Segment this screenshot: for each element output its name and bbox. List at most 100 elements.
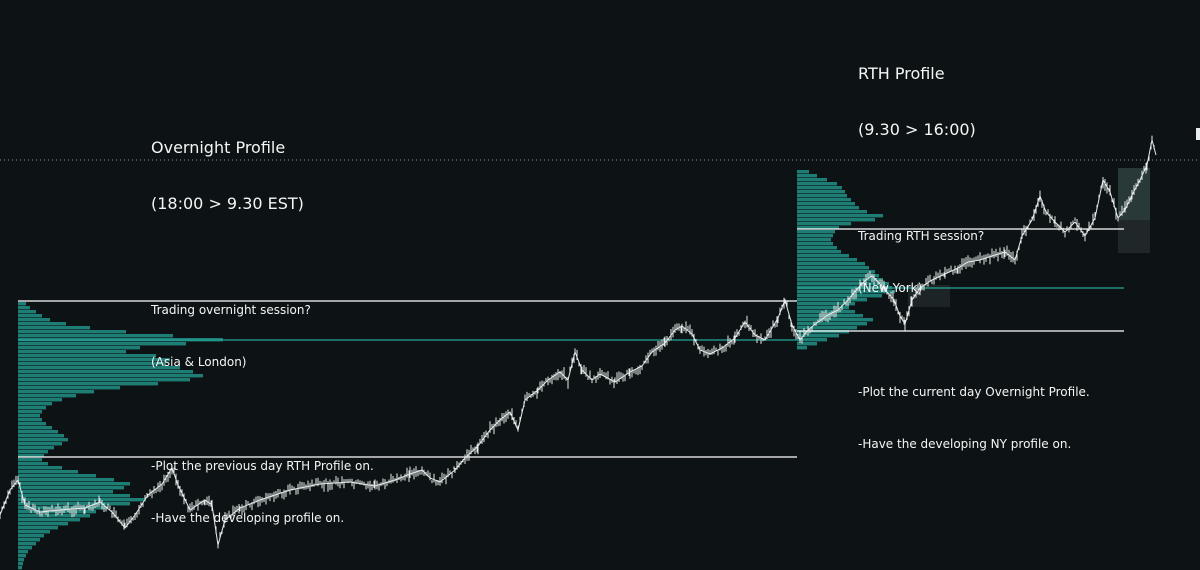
rth-profile-bar: [797, 174, 817, 178]
overnight-profile-bar: [18, 454, 44, 458]
overnight-profile-bar: [18, 542, 36, 546]
overnight-profile-bar: [18, 478, 114, 482]
overnight-profile-bar: [18, 358, 170, 362]
overnight-profile-bar: [18, 566, 22, 570]
rth-profile-bar: [797, 170, 809, 174]
rth-profile-bar: [797, 294, 882, 298]
overnight-profile-bar: [18, 506, 108, 510]
overnight-profile-bar: [18, 422, 46, 426]
rth-profile-bar: [797, 258, 857, 262]
overnight-profile-bar: [18, 558, 24, 562]
overnight-profile-bar: [18, 450, 48, 454]
rth-profile-bar: [797, 234, 833, 238]
rth-profile-bar: [797, 278, 883, 282]
rth-profile-bar: [797, 246, 837, 250]
overnight-question: Trading overnight session?: [151, 303, 311, 317]
overnight-profile-bar: [18, 482, 130, 486]
overnight-step-1: -Plot the previous day RTH Profile on.: [151, 459, 374, 473]
overnight-profile-bar: [18, 334, 173, 338]
overnight-profile-bar: [18, 310, 36, 314]
rth-profile-bar: [797, 226, 839, 230]
overnight-profile-bar: [18, 510, 96, 514]
rth-region: (New York): [858, 281, 923, 295]
overnight-profile-bar: [18, 378, 190, 382]
overnight-profile-bar: [18, 410, 42, 414]
rth-profile-bar: [797, 290, 895, 294]
overnight-profile-bar: [18, 418, 42, 422]
overnight-profile-bar: [18, 474, 96, 478]
overnight-profile-bar: [18, 398, 62, 402]
rth-profile-bar: [797, 198, 851, 202]
rth-profile-annotation: RTH Profile (9.30 > 16:00) Trading RTH s…: [858, 27, 1090, 489]
overnight-profile-bar: [18, 434, 64, 438]
overnight-profile-bar: [18, 346, 140, 350]
overnight-profile-bar: [18, 406, 46, 410]
overnight-profile-bar: [18, 530, 50, 534]
price-candles: [0, 135, 1157, 549]
overnight-profile-bar: [18, 522, 68, 526]
rth-step-2: -Have the developing NY profile on.: [858, 437, 1072, 451]
rth-profile-bar: [797, 334, 839, 338]
rth-step-1: -Plot the current day Overnight Profile.: [858, 385, 1090, 399]
overnight-profile-bar: [18, 526, 58, 530]
rth-profile-bar: [797, 214, 883, 218]
price-line: [0, 139, 1157, 546]
developing-box-lower: [1118, 220, 1150, 253]
overnight-profile-bar: [18, 362, 166, 366]
overnight-profile-bar: [18, 550, 28, 554]
rth-profile-bar: [797, 182, 837, 186]
rth-profile-bar: [797, 202, 855, 206]
volume-profiles: [18, 170, 895, 570]
overnight-profile-bar: [18, 382, 158, 386]
rth-profile-bar: [797, 326, 857, 330]
overnight-profile-bar: [18, 430, 58, 434]
overnight-profile-bar: [18, 342, 186, 346]
overnight-profile-bar: [18, 502, 130, 506]
rth-profile-bar: [797, 262, 865, 266]
overnight-profile-bar: [18, 394, 76, 398]
overnight-profile-bar: [18, 322, 66, 326]
rth-profile-bar: [797, 222, 851, 226]
overnight-profile-bar: [18, 442, 62, 446]
overnight-profile-bar: [18, 514, 90, 518]
overnight-profile-bar: [18, 330, 126, 334]
overnight-profile-bar: [18, 438, 68, 442]
overnight-profile-bar: [18, 390, 94, 394]
overnight-profile-bar: [18, 302, 26, 306]
overnight-profile-bar: [18, 538, 40, 542]
overnight-profile-bar: [18, 562, 23, 566]
overnight-profile-bar: [18, 446, 54, 450]
rth-profile-bar: [797, 210, 867, 214]
rth-profile-bar: [797, 194, 847, 198]
rth-profile-time: (9.30 > 16:00): [858, 120, 976, 139]
rth-profile-bar: [797, 342, 817, 346]
rth-profile-title: RTH Profile: [858, 64, 945, 83]
rth-profile-bar: [797, 318, 873, 322]
rth-profile-bar: [797, 218, 875, 222]
overnight-profile-bar: [18, 534, 44, 538]
overnight-profile-bar: [18, 326, 90, 330]
rth-profile-bar: [797, 266, 869, 270]
overnight-profile-bar: [18, 462, 48, 466]
overnight-profile-bar: [18, 402, 52, 406]
overnight-profile-bar: [18, 498, 146, 502]
overnight-profile-bar: [18, 490, 113, 494]
rth-question: Trading RTH session?: [858, 229, 985, 243]
price-marker: [1196, 128, 1200, 140]
overnight-step-2: -Have the developing profile on.: [151, 511, 345, 525]
rth-profile-bar: [797, 274, 879, 278]
rth-profile-bar: [797, 322, 867, 326]
overnight-profile-time: (18:00 > 9.30 EST): [151, 194, 304, 213]
rth-profile-bar: [797, 298, 867, 302]
rth-profile-bar: [797, 282, 889, 286]
overnight-profile-bar: [18, 554, 26, 558]
overnight-profile-bar: [18, 494, 130, 498]
rth-profile-bar: [797, 250, 841, 254]
overnight-profile-bar: [18, 470, 78, 474]
overnight-profile-bar: [18, 466, 62, 470]
overnight-profile-annotation: Overnight Profile (18:00 > 9.30 EST) Tra…: [151, 101, 374, 563]
rth-profile-bar: [797, 206, 859, 210]
rth-profile-bar: [797, 270, 875, 274]
